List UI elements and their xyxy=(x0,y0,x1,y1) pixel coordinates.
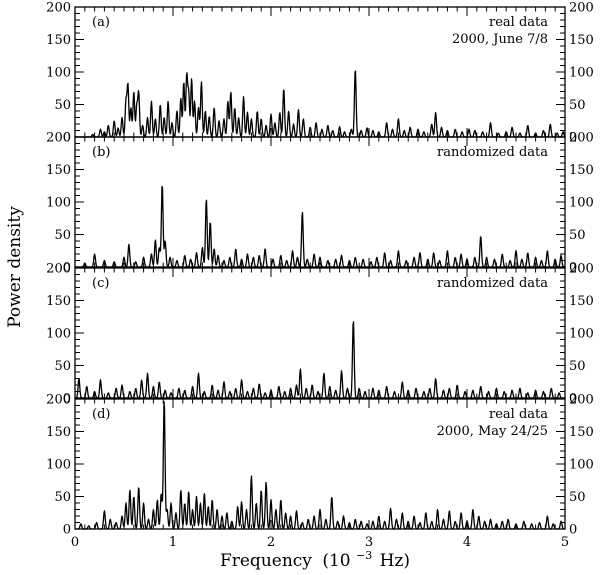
y-tick-label-left: 0 xyxy=(63,392,71,407)
y-tick-label-right: 150 xyxy=(569,163,594,178)
y-tick-label-right: 150 xyxy=(569,425,594,440)
y-tick-label-right: 0 xyxy=(569,392,577,407)
y-tick-label-left: 200 xyxy=(46,1,71,16)
panel-d: 0 0 50 50 100 100 150 150 200 200 (d) real data 2000… xyxy=(46,393,594,538)
y-tick-label-right: 200 xyxy=(569,1,594,16)
y-tick-label-left: 150 xyxy=(46,425,71,440)
spectrum-line-c xyxy=(74,321,566,399)
x-axis-title-unit-exp: −3 xyxy=(356,549,372,562)
panel-annotation: real data xyxy=(489,407,548,422)
panel-annotation: real data xyxy=(489,15,548,30)
panel-c: 0 0 50 50 100 100 150 150 200 200 (c) randomized da… xyxy=(46,262,594,407)
y-tick-label-left: 50 xyxy=(54,98,71,113)
y-tick-label-left: 150 xyxy=(46,163,71,178)
y-tick-label-right: 100 xyxy=(569,327,594,342)
y-tick-label-right: 200 xyxy=(569,262,594,277)
spectrum-line-d xyxy=(74,401,566,530)
y-tick-label-right: 50 xyxy=(569,98,586,113)
x-axis: 0 1 2 3 4 5 xyxy=(71,535,569,550)
spectrum-line-a xyxy=(74,70,566,138)
y-tick-label-right: 200 xyxy=(569,131,594,146)
y-tick-label-left: 100 xyxy=(46,66,71,81)
x-tick-label: 5 xyxy=(561,535,569,550)
y-tick-label-right: 0 xyxy=(569,131,577,146)
y-tick-label-left: 0 xyxy=(63,523,71,538)
y-tick-label-left: 200 xyxy=(46,131,71,146)
x-tick-label: 1 xyxy=(169,535,177,550)
panel-annotation: 2000, May 24/25 xyxy=(437,424,548,439)
y-axis-title: Power density xyxy=(5,206,25,328)
panel-annotation: randomized data xyxy=(437,276,548,291)
panel-label: (b) xyxy=(92,145,110,160)
panel-annotation: randomized data xyxy=(437,145,548,160)
y-tick-label-right: 150 xyxy=(569,294,594,309)
y-tick-label-right: 100 xyxy=(569,196,594,211)
x-axis-title: Frequency (10 −3 Hz) xyxy=(220,544,410,571)
y-tick-label-right: 50 xyxy=(569,228,586,243)
y-tick-label-left: 100 xyxy=(46,327,71,342)
y-tick-label-left: 200 xyxy=(46,393,71,408)
x-tick-label: 4 xyxy=(463,535,471,550)
panel-label: (a) xyxy=(92,15,110,30)
y-tick-label-right: 0 xyxy=(569,523,577,538)
y-tick-label-left: 200 xyxy=(46,262,71,277)
panel-label: (c) xyxy=(92,276,109,291)
panel-a: 0 0 50 50 100 100 150 150 200 200 (a) real data 2000… xyxy=(46,1,594,146)
y-tick-label-left: 0 xyxy=(63,131,71,146)
y-tick-label-right: 150 xyxy=(569,33,594,48)
x-tick-label: 3 xyxy=(365,535,373,550)
y-tick-label-left: 50 xyxy=(54,228,71,243)
x-axis-title-main: Frequency xyxy=(220,551,312,571)
y-tick-label-right: 50 xyxy=(569,490,586,505)
y-tick-label-right: 200 xyxy=(569,393,594,408)
y-tick-label-left: 100 xyxy=(46,196,71,211)
x-axis-title-unit-open: (10 xyxy=(322,551,350,571)
y-tick-label-right: 0 xyxy=(569,261,577,276)
y-tick-label-left: 0 xyxy=(63,261,71,276)
y-tick-label-right: 100 xyxy=(569,66,594,81)
y-tick-label-right: 100 xyxy=(569,458,594,473)
panel-label: (d) xyxy=(92,407,110,422)
x-tick-label: 2 xyxy=(267,535,275,550)
y-tick-label-left: 50 xyxy=(54,490,71,505)
y-tick-label-left: 50 xyxy=(54,359,71,374)
panel-b: 0 0 50 50 100 100 150 150 200 200 (b) randomized da… xyxy=(46,131,594,276)
panel-annotation: 2000, June 7/8 xyxy=(452,32,548,47)
y-tick-label-right: 50 xyxy=(569,359,586,374)
x-tick-label: 0 xyxy=(71,535,79,550)
y-tick-label-left: 150 xyxy=(46,294,71,309)
x-axis-title-unit-close: Hz) xyxy=(380,551,410,571)
y-tick-label-left: 150 xyxy=(46,33,71,48)
spectrum-line-b xyxy=(74,185,566,268)
y-tick-label-left: 100 xyxy=(46,458,71,473)
